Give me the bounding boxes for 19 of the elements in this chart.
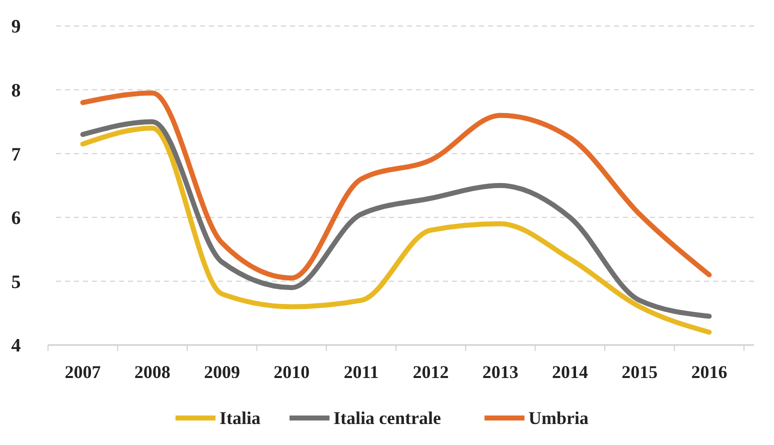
x-tick-label: 2015 [622,362,658,382]
x-tick-label: 2008 [134,362,170,382]
x-tick-label: 2010 [274,362,310,382]
x-tick-label: 2014 [552,362,588,382]
y-tick-label: 8 [11,80,21,102]
y-tick-label: 9 [11,16,21,38]
legend-label: Italia [220,408,261,428]
y-tick-label: 7 [11,144,22,166]
y-tick-label: 5 [11,272,21,293]
x-tick-label: 2007 [64,362,101,382]
legend-label: Italia centrale [334,408,441,428]
x-tick-label: 2011 [344,362,379,382]
x-tick-label: 2013 [482,362,518,382]
x-tick-label: 2016 [691,362,728,382]
y-tick-label: 4 [11,336,22,357]
x-tick-label: 2009 [204,362,240,382]
legend-label: Umbria [528,408,588,428]
x-tick-label: 2012 [412,362,449,382]
y-tick-label: 6 [11,208,21,230]
